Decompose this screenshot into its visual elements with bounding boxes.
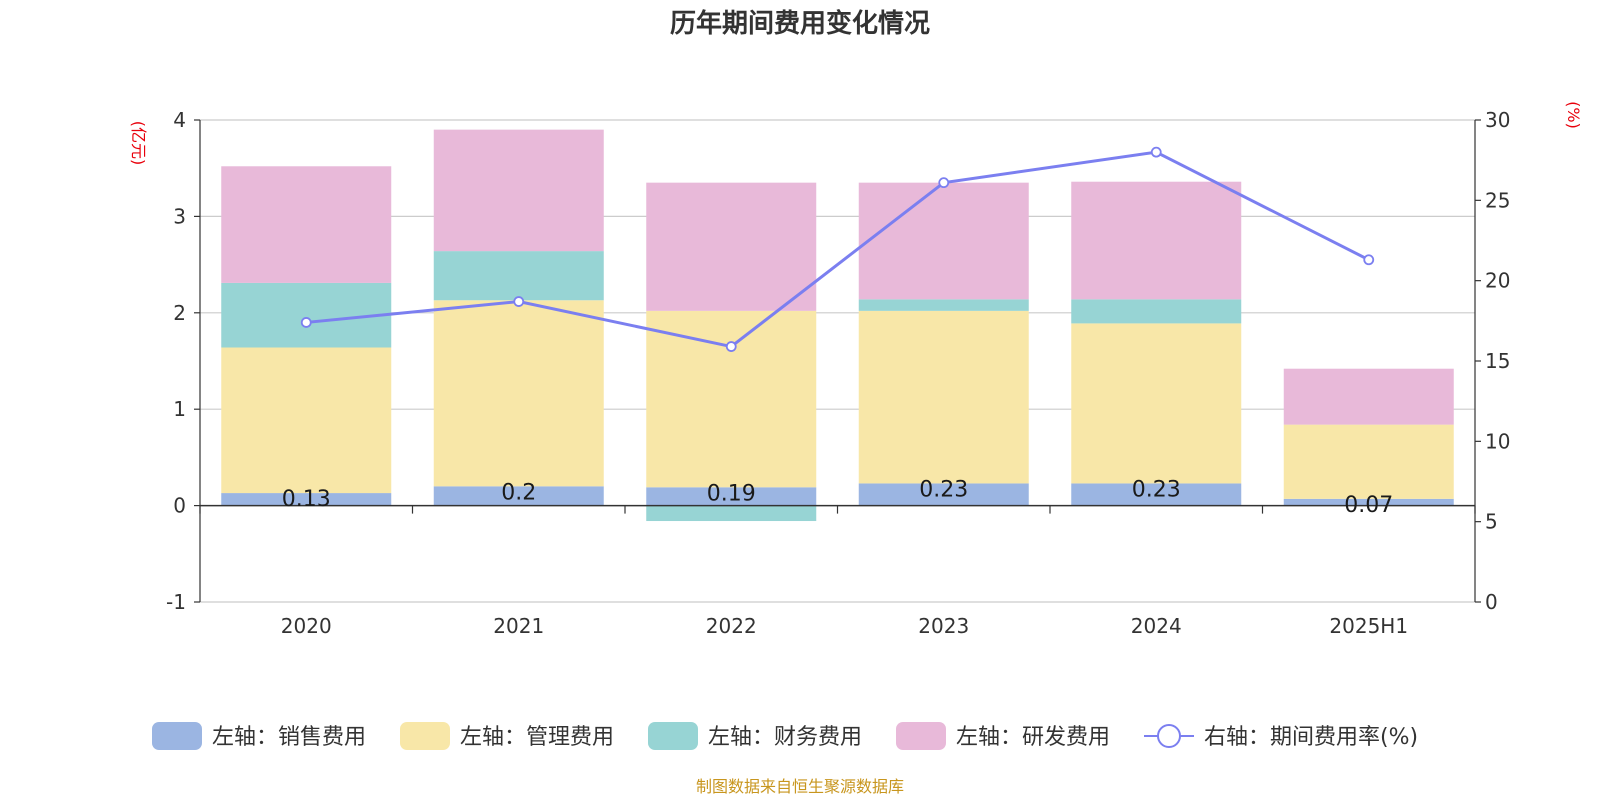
left-tick-label: 3 [173,204,186,228]
bar-segment [858,299,1029,311]
rate-point [1150,146,1162,158]
right-tick-label: 5 [1485,510,1498,534]
bar-segment [1071,483,1242,506]
bar-segment [1071,181,1242,300]
data-label: 0.2 [501,480,536,505]
legend-swatch [896,722,946,750]
x-tick-label: 2024 [1131,614,1182,638]
legend-swatch [152,722,202,750]
bar-segment [221,166,392,283]
x-tick-label: 2025H1 [1329,614,1408,638]
bar-segment [433,251,604,301]
legend-item: 左轴：销售费用 [152,722,366,750]
bar-segment [858,310,1029,484]
rate-line [306,150,1370,349]
bar-segment [1071,299,1242,324]
left-tick-label: 1 [173,397,186,421]
legend-label: 左轴：研发费用 [956,725,1110,750]
right-tick-label: 15 [1485,349,1510,373]
legend-label: 左轴：财务费用 [708,725,862,750]
bar-series [221,129,1454,522]
left-tick-label: 0 [173,494,186,518]
source-note: 制图数据来自恒生聚源数据库 [696,777,904,796]
data-label: 0.23 [1132,477,1181,502]
bar-segment [1071,323,1242,484]
legend-item: 右轴：期间费用率(%) [1144,724,1418,750]
data-label: 0.23 [919,477,968,502]
data-labels: 0.13 0.2 0.19 0.23 0.23 0.07 [282,477,1393,517]
bar-segment [646,487,817,506]
x-tick-label: 2023 [918,614,969,638]
bar-segment [221,347,392,494]
right-tick-label: 20 [1485,269,1510,293]
legend-circle-swatch [1157,724,1181,748]
legend: 左轴：销售费用 左轴：管理费用 左轴：财务费用 左轴：研发费用 右轴：期间费用率(%) [152,722,1418,750]
legend-label: 右轴：期间费用率(%) [1204,725,1418,750]
right-tick-label: 30 [1485,108,1510,132]
legend-item: 左轴：研发费用 [896,722,1110,750]
data-label: 0.07 [1344,493,1393,518]
bar-segment [858,483,1029,506]
x-tick-label: 2022 [706,614,757,638]
right-tick-label: 0 [1485,590,1498,614]
left-axis-unit: (亿元) [129,121,148,166]
bar-segment [646,505,817,522]
right-axis-unit: (%) [1564,101,1583,129]
right-tick-label: 10 [1485,429,1510,453]
rate-point [1363,254,1375,266]
data-label: 0.13 [282,487,331,512]
bar-segment [221,282,392,348]
left-tick-label: 2 [173,301,186,325]
legend-label: 左轴：管理费用 [460,725,614,750]
bar-segment [1283,368,1454,425]
rate-point [300,317,312,328]
rate-point [938,177,950,189]
x-tick-label: 2021 [493,614,544,638]
legend-swatch [648,722,698,750]
x-tick-label: 2020 [281,614,332,638]
bar-segment [646,182,817,311]
left-tick-label: 4 [173,108,186,132]
bar-segment [1283,498,1454,506]
legend-item: 左轴：财务费用 [648,722,862,750]
legend-swatch [400,722,450,750]
data-label: 0.19 [707,481,756,506]
bar-segment [646,310,817,488]
right-tick-label: 25 [1485,188,1510,212]
bar-segment [433,129,604,252]
chart-title: 历年期间费用变化情况 [670,8,930,39]
rate-point [725,341,737,352]
rate-line-series [300,146,1375,352]
bar-segment [221,493,392,506]
bar-segment [433,300,604,487]
legend-item: 左轴：管理费用 [400,722,614,750]
bar-segment [858,182,1029,300]
bar-segment [433,486,604,506]
axes: -1 0 1 2 3 4 0 5 10 15 20 25 30 2020 2021 2022 2023 2024 2… [166,108,1510,638]
bar-segment [1283,424,1454,499]
rate-point [513,296,525,307]
legend-label: 左轴：销售费用 [212,725,366,750]
left-tick-label: -1 [166,590,186,614]
